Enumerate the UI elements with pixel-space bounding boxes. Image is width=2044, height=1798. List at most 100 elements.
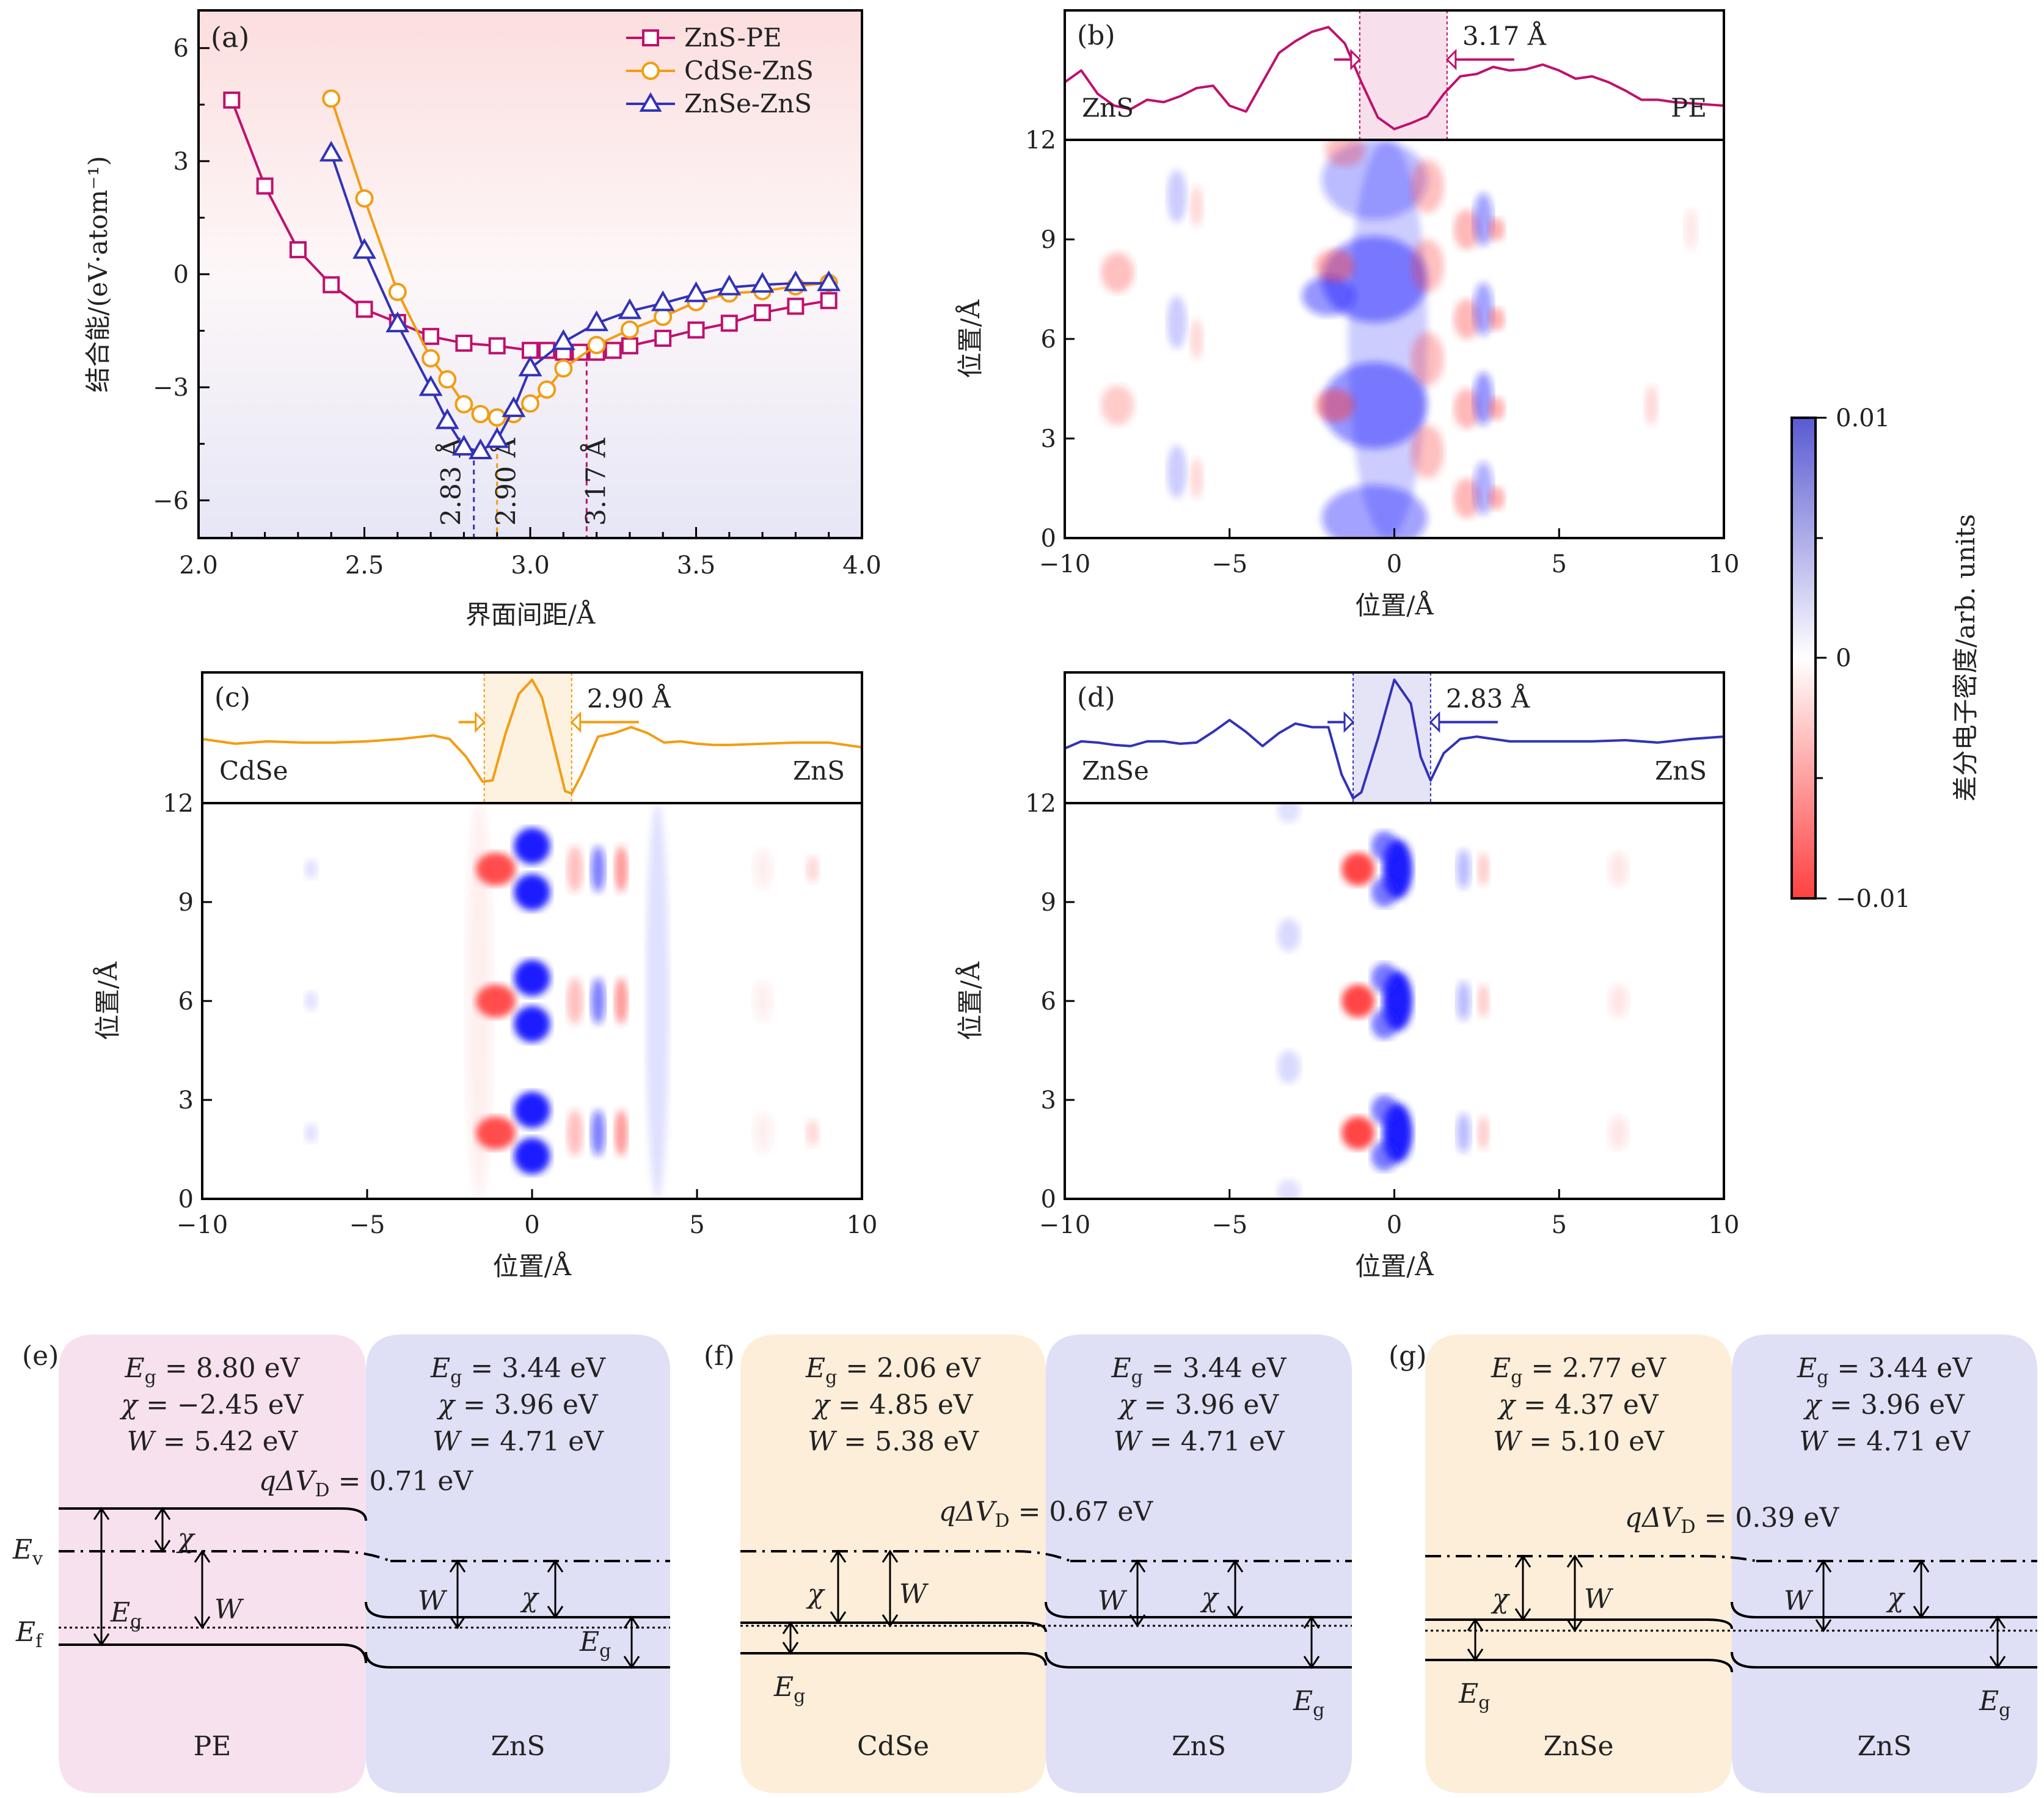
data-point-square (754, 304, 772, 321)
charge-depletion-blob (1101, 252, 1134, 293)
charge-accumulation-blob (1277, 1050, 1301, 1083)
data-point-triangle (418, 375, 443, 396)
data-point-triangle (352, 238, 376, 259)
right-material-label: PE (1671, 93, 1707, 123)
charge-depletion-blob (1411, 239, 1444, 293)
y-tick-label: 3 (1041, 425, 1056, 453)
arrowhead-down-icon (1913, 1606, 1930, 1619)
charge-accumulation-blob (591, 978, 605, 1024)
plot-background (199, 10, 862, 538)
charge-accumulation-blob (304, 1123, 318, 1143)
left-material-name: CdSe (857, 1731, 929, 1762)
data-point-triangle (783, 270, 808, 291)
charge-accumulation-blob (1371, 877, 1398, 908)
charge-accumulation-blob (1277, 919, 1301, 952)
left-material-box (740, 1334, 1046, 1793)
left-material-label: ZnS (1082, 93, 1134, 123)
vacuum-level-label: Ev (12, 1534, 43, 1570)
charge-depletion-blob (1477, 1116, 1489, 1149)
right-eg-text: Eg = 3.44 eV (1111, 1353, 1287, 1388)
arrowhead-up-icon (93, 1507, 110, 1520)
x-tick-label: 5 (689, 1211, 704, 1239)
colorbar-mid-label: 0 (1836, 644, 1851, 672)
colorbar-max-label: 0.01 (1836, 404, 1890, 432)
panel-label: (g) (1389, 1341, 1427, 1372)
charge-accumulation-blob (1167, 296, 1187, 349)
min-marker-label: 3.17 Å (579, 437, 611, 526)
legend-label: ZnS-PE (684, 23, 782, 53)
left-chi-text: χ = −2.45 eV (119, 1389, 304, 1421)
data-point-triangle (451, 434, 476, 456)
left-chi-text: χ = 4.85 eV (811, 1389, 974, 1421)
charge-depletion-blob (1488, 217, 1505, 241)
charge-depletion-blob (1190, 186, 1203, 227)
data-point-circle (654, 307, 673, 326)
arrowhead-down-icon (1566, 1619, 1583, 1632)
gap-distance-label: 3.17 Å (1462, 21, 1547, 51)
x-tick-label: 10 (1709, 1211, 1740, 1239)
fermi-level-label: Ef (15, 1617, 43, 1652)
legend-marker-square (642, 29, 659, 46)
data-point-square (488, 337, 506, 355)
charge-depletion-blob (1453, 299, 1480, 339)
x-tick-label: 3.5 (677, 551, 716, 580)
arrowhead-up-icon (154, 1507, 171, 1520)
charge-depletion-blob (1453, 478, 1480, 519)
panel-label: (f) (704, 1341, 735, 1372)
colorbar: 0.01 0 −0.01 差分电子密度/arb. units (1790, 404, 1980, 913)
left-chi-label: χ (1491, 1584, 1510, 1615)
charge-depletion-blob (1315, 388, 1355, 422)
left-material-box (59, 1334, 366, 1793)
y-tick-label: 9 (178, 889, 194, 917)
data-point-triangle (817, 270, 841, 291)
charge-accumulation-blob (1371, 1009, 1398, 1039)
left-valence-band (59, 1643, 367, 1664)
x-tick-label: 0 (1387, 550, 1402, 578)
right-material-label: ZnS (1655, 755, 1707, 785)
charge-accumulation-blob (1456, 1113, 1471, 1153)
charge-accumulation-blob (1371, 963, 1398, 993)
charge-depletion-blob (615, 1110, 628, 1156)
charge-depletion-blob (1453, 209, 1480, 250)
heatmap-layer (1065, 140, 1724, 538)
charge-accumulation-blob (304, 859, 318, 879)
data-point-triangle (585, 310, 609, 332)
right-eg-text: Eg = 3.44 eV (1797, 1353, 1973, 1388)
data-point-square (289, 241, 307, 258)
data-point-square (422, 327, 440, 345)
panel-label: (d) (1077, 682, 1115, 713)
data-point-triangle (319, 140, 343, 162)
y-tick-label: 0 (1041, 525, 1056, 553)
right-chi-text: χ = 3.96 eV (436, 1389, 599, 1421)
y-tick-label: 12 (162, 790, 194, 818)
x-axis-label: 位置/Å (493, 1251, 572, 1281)
data-point-triangle (684, 281, 708, 302)
left-chi-label: χ (806, 1579, 825, 1610)
charge-accumulation-blob (1456, 849, 1471, 889)
data-point-circle (355, 189, 374, 208)
data-point-square (687, 321, 705, 339)
panel-d-charge-density-map: 2.83 Å ZnSe ZnS (d) −10 −5 0 5 10 0 3 6 9 12 位置/Å 位置/Å (955, 671, 1740, 1281)
right-w-text: W = 4.71 eV (1114, 1426, 1285, 1457)
right-material-name: ZnS (491, 1731, 545, 1762)
arrowhead-up-icon (1467, 1618, 1484, 1631)
right-conduction-band (1045, 1601, 1352, 1618)
right-material-label: ZnS (793, 755, 845, 785)
x-tick-label: −5 (1211, 550, 1247, 578)
x-tick-label: −10 (1039, 1211, 1090, 1239)
left-vacuum-level (1425, 1555, 1757, 1562)
panel-label: (a) (211, 21, 249, 54)
legend-label: CdSe-ZnS (684, 56, 814, 86)
data-point-circle (538, 380, 557, 399)
data-point-circle (422, 349, 440, 368)
charge-depletion-blob (1411, 159, 1444, 213)
right-material-name: ZnS (1857, 1731, 1911, 1762)
planar-average-profile (1064, 679, 1725, 799)
charge-depletion-blob (1477, 985, 1489, 1017)
charge-depletion-blob (615, 846, 628, 892)
band-diagrams: (e) Eg = 8.80 eVχ = −2.45 eV W = 5.42 eV PE… (12, 1334, 2037, 1793)
left-material-label: ZnSe (1082, 755, 1149, 785)
right-valence-band (365, 1651, 670, 1669)
